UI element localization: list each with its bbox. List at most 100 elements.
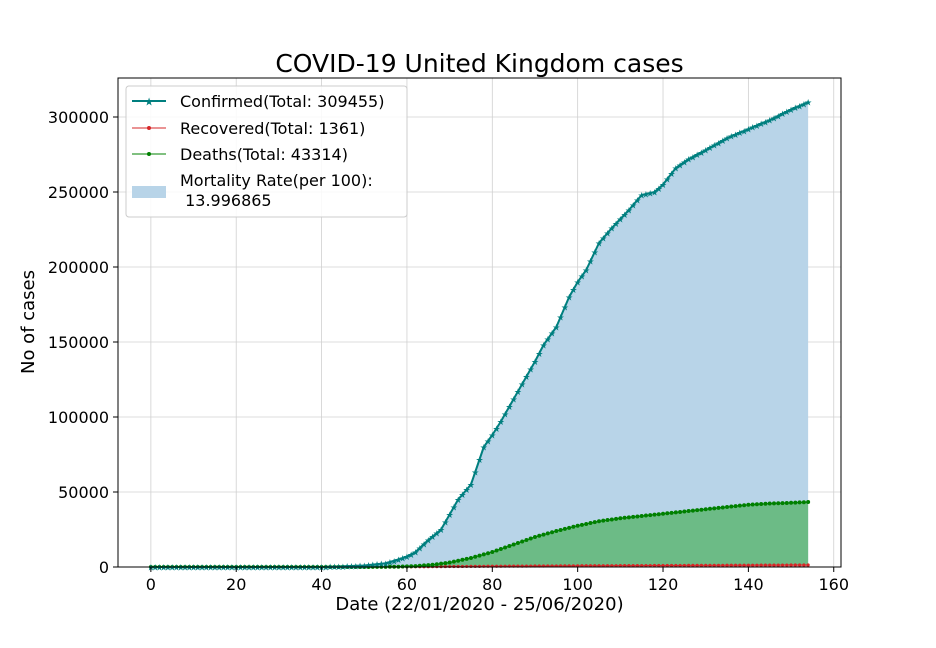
- confirmed-area: [150, 102, 809, 567]
- confirmed-point: ★: [164, 564, 172, 574]
- area-fills: [150, 102, 809, 567]
- confirmed-point: ★: [663, 176, 671, 186]
- recovered-point: [691, 563, 695, 567]
- deaths-point: [426, 563, 431, 568]
- recovered-point: [678, 563, 682, 568]
- confirmed-point: ★: [796, 102, 804, 112]
- confirmed-point: ★: [322, 563, 330, 573]
- recovered-point: [721, 563, 725, 567]
- confirmed-point: ★: [168, 564, 176, 574]
- deaths-point: [631, 514, 636, 519]
- confirmed-point: ★: [236, 564, 244, 574]
- x-tick-label: 100: [562, 575, 593, 594]
- deaths-point: [605, 518, 610, 523]
- confirmed-point: ★: [723, 135, 731, 145]
- confirmed-point: ★: [706, 144, 714, 154]
- confirmed-point: ★: [467, 481, 475, 491]
- confirmed-point: ★: [228, 564, 236, 574]
- x-axis-label: Date (22/01/2020 - 25/06/2020): [335, 594, 623, 615]
- deaths-point: [422, 563, 427, 568]
- confirmed-point: ★: [732, 131, 740, 141]
- deaths-point: [524, 538, 529, 542]
- recovered-point: [776, 563, 780, 567]
- deaths-point: [528, 536, 533, 541]
- legend-recovered-dot-icon: [147, 126, 151, 130]
- confirmed-point: ★: [446, 511, 454, 521]
- confirmed-point: ★: [207, 564, 215, 574]
- confirmed-point: ★: [160, 564, 168, 574]
- deaths-point: [567, 525, 572, 530]
- recovered-point: [716, 563, 721, 567]
- confirmed-point: ★: [151, 564, 159, 574]
- recovered-point: [763, 563, 768, 567]
- deaths-point: [699, 507, 704, 512]
- x-tick-label: 160: [818, 575, 849, 594]
- confirmed-point: ★: [275, 564, 283, 574]
- confirmed-point: ★: [330, 563, 338, 573]
- confirmed-point: ★: [185, 564, 193, 574]
- confirmed-point: ★: [224, 564, 232, 574]
- confirmed-point: ★: [638, 192, 646, 202]
- deaths-point: [579, 522, 584, 527]
- confirmed-point: ★: [740, 127, 748, 137]
- confirmed-point: ★: [283, 564, 291, 574]
- confirmed-point: ★: [177, 564, 185, 574]
- confirmed-point: ★: [736, 129, 744, 139]
- deaths-point: [503, 545, 508, 550]
- confirmed-point: ★: [697, 149, 705, 159]
- confirmed-point: ★: [539, 342, 547, 352]
- confirmed-point: ★: [288, 564, 296, 574]
- confirmed-point: ★: [565, 294, 573, 304]
- deaths-point: [550, 530, 555, 535]
- recovered-point: [738, 563, 742, 567]
- confirmed-point: ★: [202, 564, 210, 574]
- x-tick-label: 140: [733, 575, 764, 594]
- deaths-point: [477, 553, 482, 558]
- deaths-point: [733, 504, 738, 509]
- deaths-point: [652, 512, 657, 517]
- confirmed-point: ★: [262, 564, 270, 574]
- recovered-point: [469, 564, 473, 569]
- confirmed-point: ★: [744, 126, 752, 136]
- deaths-point: [481, 552, 486, 557]
- confirmed-point: ★: [433, 530, 441, 540]
- confirmed-point: ★: [407, 551, 415, 561]
- deaths-point: [558, 527, 563, 532]
- deaths-point: [750, 502, 755, 507]
- confirmed-point: ★: [399, 555, 407, 565]
- y-tick-label: 150000: [48, 333, 109, 352]
- recovered-point: [708, 563, 712, 567]
- deaths-point: [409, 564, 414, 569]
- confirmed-point: ★: [326, 563, 334, 573]
- confirmed-point: ★: [710, 142, 718, 152]
- confirmed-point: ★: [514, 388, 522, 398]
- confirmed-point: ★: [804, 99, 812, 109]
- plot-frame: [117, 77, 842, 568]
- confirmed-point: ★: [386, 559, 394, 569]
- recovered-point: [644, 563, 648, 568]
- confirmed-point: ★: [787, 106, 795, 116]
- deaths-point: [665, 511, 670, 516]
- y-axis-ticks: 0 50000 100000 150000 200000 250000 300000: [48, 108, 118, 577]
- deaths-point: [473, 554, 478, 559]
- deaths-point: [746, 502, 751, 507]
- confirmed-point: ★: [266, 564, 274, 574]
- confirmed-point: ★: [471, 469, 479, 479]
- deaths-point: [511, 542, 516, 547]
- confirmed-point: ★: [642, 191, 650, 201]
- confirmed-point: ★: [629, 202, 637, 212]
- recovered-point: [695, 563, 699, 567]
- recovered-point: [785, 563, 789, 567]
- legend-deaths-label: Deaths(Total: 43314): [180, 145, 348, 164]
- confirmed-point: ★: [685, 156, 693, 166]
- confirmed-point: ★: [680, 159, 688, 169]
- confirmed-point: ★: [450, 504, 458, 514]
- confirmed-point: ★: [198, 564, 206, 574]
- deaths-point: [648, 513, 653, 518]
- confirmed-point: ★: [757, 120, 765, 130]
- deaths-point: [507, 544, 512, 548]
- confirmed-point: ★: [646, 190, 654, 200]
- legend: ★ Confirmed(Total: 309455) Recovered(Tot…: [125, 85, 408, 218]
- legend-mortality-patch-icon: [132, 186, 166, 198]
- confirmed-point: ★: [616, 216, 624, 226]
